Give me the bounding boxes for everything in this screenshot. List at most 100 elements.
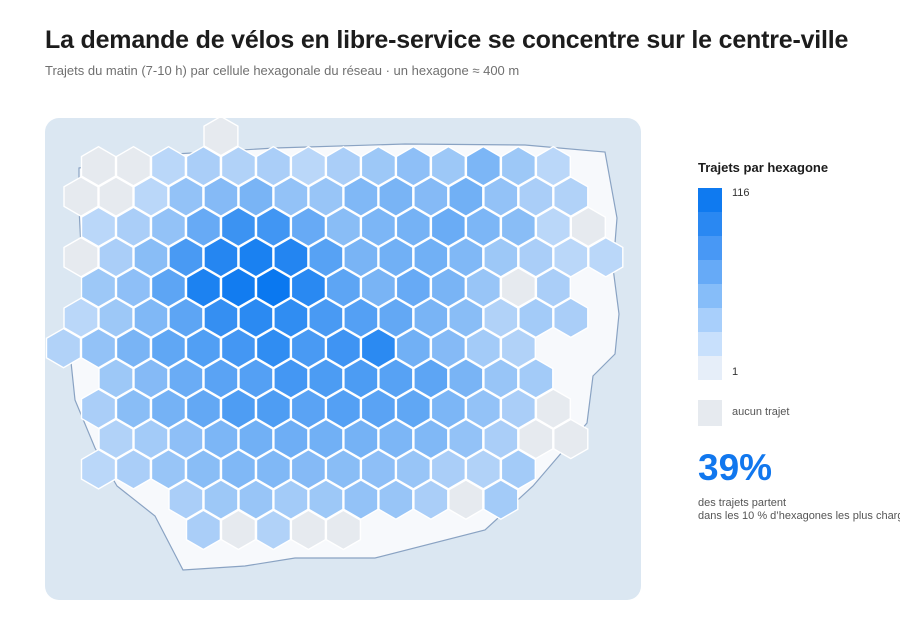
hexagon-cell <box>63 297 99 339</box>
hexagon-cell <box>395 327 431 369</box>
hexagon-cell <box>80 388 117 430</box>
hexagon-cell-empty <box>535 388 571 430</box>
hexagon-cell <box>273 236 309 278</box>
hexagon-cell <box>238 479 274 521</box>
hexbin-map-svg <box>45 118 624 571</box>
legend-no-trips-label: aucun trajet <box>732 406 790 418</box>
hexagon-cell <box>168 297 204 339</box>
hexagon-cell <box>98 297 134 339</box>
hexagon-cell <box>133 357 169 399</box>
key-stat-value: 39% <box>698 447 773 488</box>
page-title: La demande de vélos en libre-service se … <box>45 26 849 54</box>
legend-ramp-step <box>698 260 722 284</box>
hexagon-cell <box>448 297 484 339</box>
hexagon-cell <box>115 267 152 308</box>
hexagon-cell <box>343 479 379 521</box>
legend-no-trips-swatch <box>698 400 722 426</box>
hexagon-cell <box>308 176 344 218</box>
hexagon-cell <box>483 418 519 460</box>
hexagon-cell <box>150 388 187 430</box>
hexagon-cell <box>413 479 449 521</box>
hexagon-cell-empty <box>518 418 554 460</box>
hexagon-cell <box>360 206 397 248</box>
hexagon-cell <box>290 145 327 187</box>
hexagon-cell <box>395 267 431 308</box>
hexagon-cell <box>255 509 292 551</box>
key-stat-caption: des trajets partent dans les 10 % d’hexa… <box>698 497 900 523</box>
hexagon-cell-empty <box>80 145 117 187</box>
hexagon-cell <box>465 267 501 308</box>
hexagon-cell <box>168 418 204 460</box>
hexagon-cell <box>150 448 187 490</box>
hexagon-cell <box>483 236 519 278</box>
hexagon-cell <box>290 267 327 308</box>
hexagon-cell <box>220 388 257 430</box>
hexagon-cell <box>413 176 449 218</box>
key-stat-caption-line-2: dans les 10 % d’hexagones les plus charg… <box>698 510 900 522</box>
hexagon-cell <box>378 418 414 460</box>
hexagon-cell <box>98 236 134 278</box>
hexagon-cell <box>98 418 134 460</box>
hexagon-cell <box>80 206 117 248</box>
hexagon-cell <box>133 176 169 218</box>
legend-ramp-step <box>698 188 722 212</box>
hexagon-cell <box>273 479 309 521</box>
hexagon-cell <box>238 357 274 399</box>
hexagon-cell <box>378 297 414 339</box>
hexagon-cell <box>290 206 327 248</box>
hexagon-layer <box>45 118 624 551</box>
hexagon-cell <box>168 176 204 218</box>
hexagon-cell <box>483 479 519 521</box>
hexagon-cell <box>413 297 449 339</box>
hexagon-cell <box>395 448 431 490</box>
hexagon-cell <box>115 327 152 369</box>
hexagon-cell <box>203 297 239 339</box>
legend-max-label: 116 <box>732 187 750 199</box>
hexagon-cell <box>220 448 257 490</box>
hexagon-cell <box>553 236 589 278</box>
legend-color-ramp <box>698 188 722 380</box>
hexagon-cell <box>430 206 466 248</box>
hexagon-cell-empty <box>290 509 327 551</box>
hexagon-cell <box>448 176 484 218</box>
hexagon-cell <box>448 236 484 278</box>
hexagon-cell <box>255 267 292 308</box>
hexagon-cell <box>465 145 501 187</box>
hexagon-cell <box>255 206 292 248</box>
hexagon-cell <box>185 509 222 551</box>
hexagon-cell <box>430 145 466 187</box>
hexagon-cell <box>395 206 431 248</box>
hexagon-cell-empty <box>98 176 134 218</box>
hexagon-cell <box>413 418 449 460</box>
hexagon-cell <box>430 388 466 430</box>
hexagon-cell <box>360 145 397 187</box>
hexagon-cell <box>273 357 309 399</box>
hexagon-cell <box>133 236 169 278</box>
hexagon-cell <box>133 418 169 460</box>
hexagon-cell <box>343 357 379 399</box>
hexagon-cell <box>395 145 431 187</box>
hexagon-cell <box>185 267 222 308</box>
hexagon-cell <box>133 297 169 339</box>
hexagon-cell <box>203 176 239 218</box>
hexagon-cell <box>325 267 362 308</box>
hexagon-cell <box>448 357 484 399</box>
hexagon-cell <box>378 479 414 521</box>
hexagon-cell <box>150 206 187 248</box>
hexagon-cell <box>360 448 397 490</box>
hexagon-cell <box>115 388 152 430</box>
legend-ramp-step <box>698 212 722 236</box>
hexagon-cell <box>343 236 379 278</box>
hexagon-cell <box>483 176 519 218</box>
hexagon-cell <box>465 327 501 369</box>
hexagon-cell <box>500 388 536 430</box>
page-subtitle: Trajets du matin (7-10 h) par cellule he… <box>45 63 520 78</box>
hexagon-cell <box>378 176 414 218</box>
hexagon-cell-empty <box>448 479 484 521</box>
hexagon-cell <box>413 236 449 278</box>
hexagon-cell <box>168 357 204 399</box>
hexagon-cell <box>343 418 379 460</box>
hexagon-cell <box>378 236 414 278</box>
hexagon-cell <box>500 206 536 248</box>
hexagon-cell <box>185 327 222 369</box>
